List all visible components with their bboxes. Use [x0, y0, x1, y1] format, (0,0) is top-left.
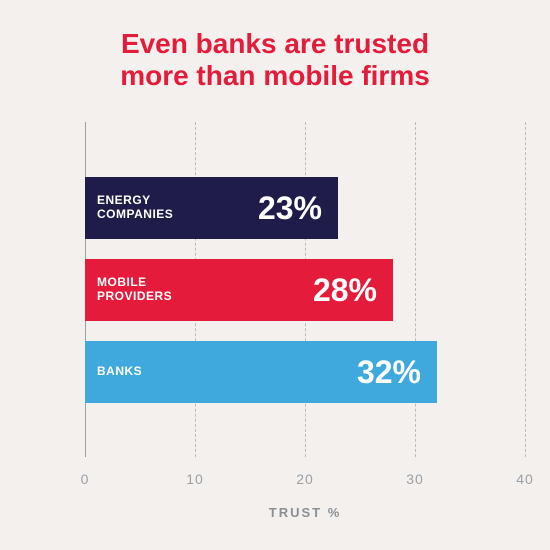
chart-title: Even banks are trusted more than mobile … — [0, 0, 550, 92]
x-axis-title: TRUST % — [269, 505, 342, 520]
bar-label: MOBILE PROVIDERS — [97, 277, 172, 305]
x-tick-label: 0 — [81, 457, 90, 487]
bar: BANKS 32% — [85, 341, 437, 403]
x-tick-label: 20 — [296, 457, 314, 487]
bar-label: ENERGY COMPANIES — [97, 195, 173, 223]
plot-area: 010203040ENERGY COMPANIES23%MOBILE PROVI… — [85, 122, 525, 457]
chart-title-line1: Even banks are trusted — [0, 28, 550, 60]
chart-area: 010203040ENERGY COMPANIES23%MOBILE PROVI… — [25, 122, 525, 537]
bar-label: BANKS — [97, 365, 142, 379]
x-tick-label: 40 — [516, 457, 534, 487]
bar-value: 32% — [357, 354, 421, 391]
bar: ENERGY COMPANIES 23% — [85, 177, 338, 239]
x-tick-label: 10 — [186, 457, 204, 487]
bar: MOBILE PROVIDERS 28% — [85, 259, 393, 321]
x-tick-label: 30 — [406, 457, 424, 487]
bar-value: 28% — [313, 272, 377, 309]
chart-title-line2: more than mobile firms — [0, 60, 550, 92]
bar-value: 23% — [258, 190, 322, 227]
grid-line — [415, 122, 416, 457]
grid-line — [525, 122, 526, 457]
